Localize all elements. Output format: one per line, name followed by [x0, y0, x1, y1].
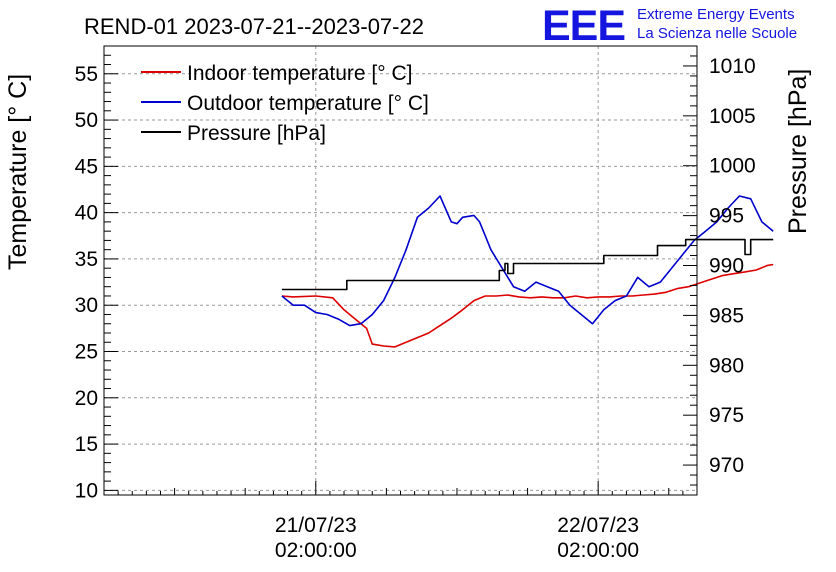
left-tick-label: 45 [75, 155, 98, 178]
left-tick-label: 20 [75, 387, 98, 410]
left-tick-label: 30 [75, 294, 98, 317]
legend-label-2: Pressure [hPa] [187, 122, 326, 145]
left-axis-title: Temperature [° C] [4, 74, 32, 270]
x-tick-time: 02:00:00 [275, 539, 357, 562]
left-tick-label: 50 [75, 109, 98, 132]
left-tick-label: 15 [75, 433, 98, 456]
legend-label-0: Indoor temperature [° C] [187, 62, 413, 85]
series-line-1 [281, 195, 774, 327]
legend: Indoor temperature [° C] Outdoor temperat… [141, 62, 429, 145]
logo-line-1: Extreme Energy Events [637, 6, 795, 23]
logo-mark: EEE [542, 2, 625, 50]
left-tick-label: 40 [75, 202, 98, 225]
right-axis: 970 975 980 985 990 995 1000 1005 1010 [683, 45, 756, 496]
right-tick-label: 995 [709, 205, 744, 228]
chart-title: REND-01 2023-07-21--2023-07-22 [84, 14, 424, 39]
right-tick-label: 990 [709, 255, 744, 278]
right-tick-label: 985 [709, 304, 744, 327]
x-tick-date: 22/07/23 [557, 514, 639, 537]
legend-label-1: Outdoor temperature [° C] [187, 92, 429, 115]
series-line-2 [281, 238, 774, 291]
right-tick-label: 1005 [709, 105, 756, 128]
left-axis: 10 15 20 25 30 35 40 45 50 55 [75, 45, 118, 502]
left-tick-label: 55 [75, 63, 98, 86]
right-tick-label: 1000 [709, 155, 756, 178]
eee-logo: EEE Extreme Energy Events La Scienza nel… [542, 2, 797, 50]
x-tick-time: 02:00:00 [557, 539, 639, 562]
right-tick-label: 975 [709, 404, 744, 427]
x-tick-date: 21/07/23 [275, 514, 357, 537]
right-axis-title: Pressure [hPa] [784, 69, 812, 234]
left-tick-label: 35 [75, 248, 98, 271]
right-tick-label: 970 [709, 454, 744, 477]
right-tick-label: 980 [709, 354, 744, 377]
right-tick-label: 1010 [709, 55, 756, 78]
left-tick-label: 10 [75, 479, 98, 502]
left-tick-label: 25 [75, 341, 98, 364]
grid [104, 46, 697, 495]
logo-line-2: La Scienza nelle Scuole [637, 25, 797, 42]
plot-series [281, 195, 774, 348]
series-line-0 [281, 263, 774, 348]
